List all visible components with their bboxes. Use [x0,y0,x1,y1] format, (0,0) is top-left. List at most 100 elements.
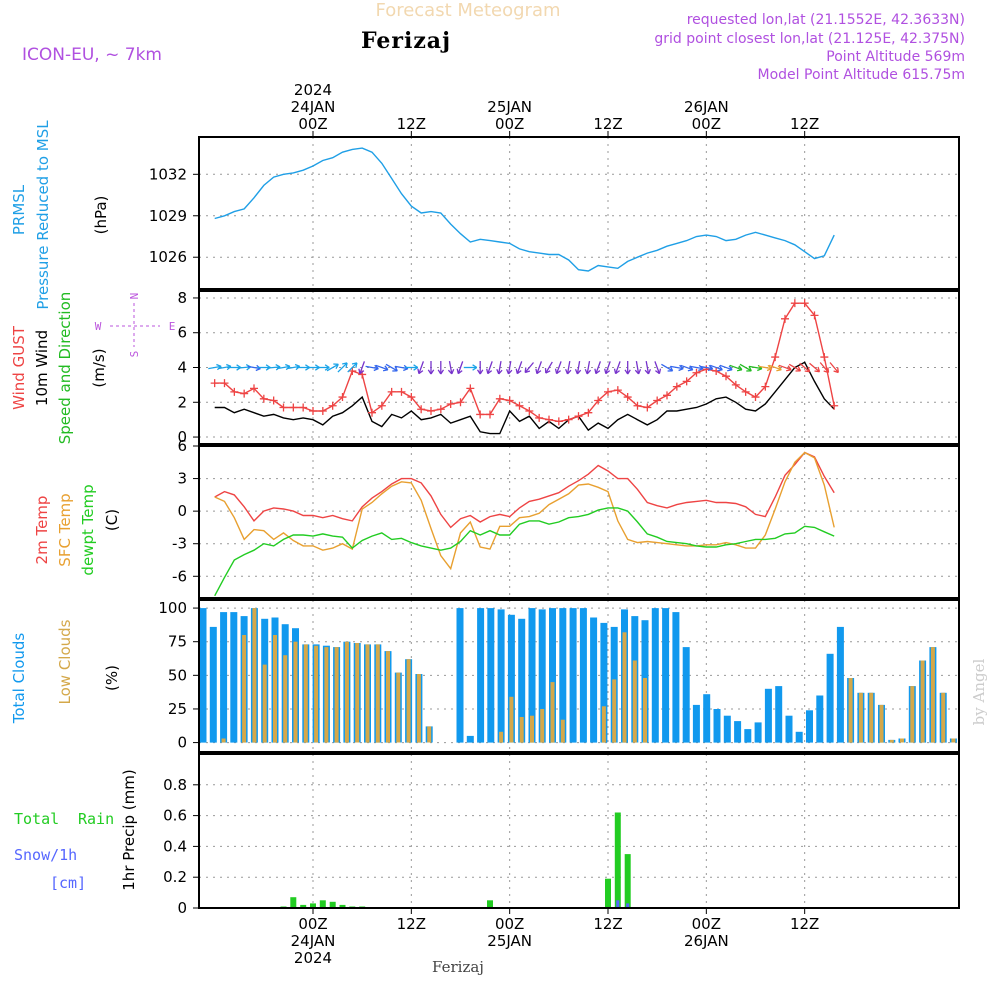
location-title: Ferizaj [361,28,451,54]
wind-speed-label: 10m Wind [33,330,51,406]
wind-arrow-shaft [758,365,772,370]
clouds-bar-total [785,715,793,743]
info-line-4: Model Point Altitude 615.75m [758,67,965,83]
clouds-bar-total [713,709,721,743]
wind-arrow-shaft [661,363,673,372]
wind-arrow [574,360,582,375]
wind-arrow [447,360,455,375]
wind-arrow-head [613,368,620,375]
wind-arrow [564,360,572,375]
wind-arrow-head [584,369,592,375]
top-time-label: 00Z [495,115,524,133]
temp-panel: -6 -3 0 3 6 [172,437,960,599]
wind-arrow [554,361,562,375]
wind-arrow-head [727,365,733,372]
wind-arrow [486,361,493,375]
clouds-bar-total [220,612,228,743]
wind-direction-label: Speed and Direction [56,292,74,445]
clouds-bar-total [497,609,505,743]
bottom-time-label: 12Z [790,915,819,933]
wind-arrow [613,361,621,375]
clouds-bar-low [941,692,946,743]
wind-arrow [476,361,484,375]
wind-arrow-head [535,368,542,375]
clouds-bar-low [386,651,390,743]
clouds-bar-low [427,726,432,743]
gust-marker [554,417,563,426]
clouds-bar-total [692,704,700,743]
wind-arrow-shaft [267,366,281,369]
top-time-label: 25JAN [487,98,532,116]
gust-label: Wind GUST [10,325,28,410]
wind-arrow [505,360,513,375]
pressure-series-0 [214,147,835,272]
clouds-bar-low [910,686,915,743]
precip-bar-rain [339,904,346,908]
wind-arrow-head [624,369,631,375]
gust-marker [781,314,789,323]
wind-arrow-head [351,362,358,368]
gust-marker [682,377,691,386]
temp-ytick-label: -3 [172,535,187,553]
gust-marker [584,408,593,417]
wind-arrow-head [644,369,652,375]
wind-arrow-head [417,368,424,375]
clouds-ytick-label: 50 [168,666,187,684]
temp-series-dewpt [214,507,835,597]
total-rain-label-1: Total [14,810,59,828]
wind-arrow-head [476,369,484,375]
wind-arrow-head [574,369,582,375]
wind-arrow [594,361,602,375]
gust-marker [761,382,770,391]
pressure-panel-labels: PRMSL Pressure Reduced to MSL (hPa) [10,120,110,310]
wind-arrow-head [373,364,379,372]
wind-arrow [584,360,592,375]
precip-unit-label: 1hr Precip (mm) [120,769,138,890]
wind-arrow-shaft [457,361,464,374]
wind-arrow-shaft [670,365,684,370]
gust-marker [741,387,750,396]
wind-arrow-shaft [545,361,553,374]
clouds-bar-low [334,647,339,743]
wind-arrow-shaft [748,365,763,370]
clouds-bar-total [662,608,670,743]
gust-marker [751,393,760,402]
wind-arrow [661,363,674,372]
wind-arrow-shaft [829,362,839,373]
clouds-bar-low [252,608,257,743]
wind-arrow [829,362,839,374]
precip-bar-rain [290,897,297,908]
temp-frame [198,445,960,599]
wind-frame [198,290,960,445]
gust-marker [210,379,219,388]
temp-ytick-label: -6 [172,567,187,585]
credit-text: by Angel [970,658,988,725]
clouds-bar-total [723,715,731,743]
clouds-bar-low [601,706,606,743]
temp-ytick-label: 0 [177,502,187,520]
plot-layer: 10261029103202468-6-3036025507510000.20.… [149,81,960,967]
clouds-bar-low [355,643,360,743]
clouds-bar-low [540,709,545,743]
gust-marker [692,368,701,377]
clouds-data [199,608,957,743]
precip-bar-snow [626,903,630,908]
wind-arrow-shaft [276,365,291,370]
wind-arrow-shaft [247,365,261,370]
wind-arrow [237,364,252,371]
wind-arrow-shaft [375,364,389,371]
wind-arrow [515,361,523,375]
precip-bar-rain [329,901,336,908]
wind-arrow-shaft [595,361,602,374]
clouds-bar-low [622,632,627,743]
clouds-bar-low [375,644,380,743]
clouds-bar-low [324,647,329,743]
wind-arrow-head [496,369,503,375]
gust-marker [486,410,494,419]
clouds-bar-low [879,704,884,743]
wind-arrow [347,362,358,373]
pressure-data [214,147,835,272]
top-time-label: 00Z [692,115,721,133]
clouds-ytick-label: 25 [168,700,187,718]
gust-marker [771,353,780,362]
